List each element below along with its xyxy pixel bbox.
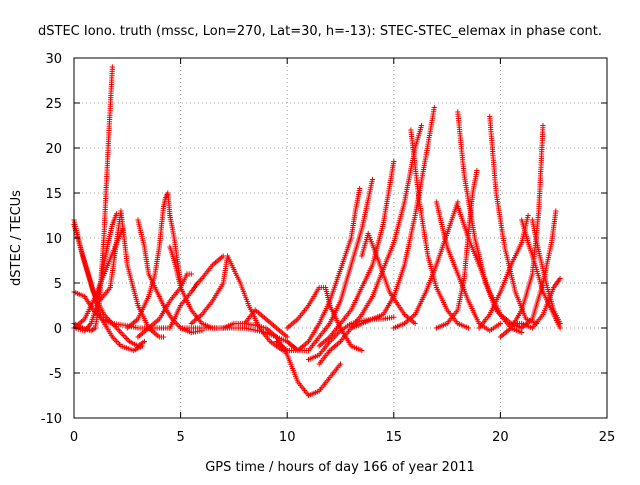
x-tick-label: 5 <box>176 430 184 445</box>
data-point-marker <box>418 122 425 129</box>
data-point-marker <box>337 361 344 367</box>
series-arc <box>316 158 397 349</box>
data-point-marker <box>497 320 503 327</box>
data-point-marker <box>525 212 531 219</box>
series-arc <box>178 325 301 354</box>
series-arc <box>242 307 290 340</box>
x-tick-label: 15 <box>386 430 403 445</box>
y-tick-label: 10 <box>45 232 62 247</box>
y-tick-label: -10 <box>41 412 62 427</box>
x-tick-label: 20 <box>492 430 509 445</box>
data-point-marker <box>369 176 376 183</box>
data-point-marker <box>160 334 167 340</box>
y-axis-label: dSTEC / TECUs <box>9 190 24 286</box>
tick-layer: 0 5 10 15 20 25 -10 -5 0 5 10 15 20 25 30 <box>41 52 616 445</box>
y-tick-label: 20 <box>45 142 62 157</box>
y-tick-label: 30 <box>45 52 62 67</box>
data-point-marker <box>391 314 397 320</box>
data-point-marker <box>359 347 365 354</box>
data-point-marker <box>357 185 363 192</box>
y-tick-label: 5 <box>54 277 62 292</box>
y-tick-label: 0 <box>54 322 62 337</box>
data-point-marker <box>519 329 525 336</box>
x-axis-label: GPS time / hours of day 166 of year 2011 <box>205 460 475 475</box>
data-point-marker <box>114 211 120 217</box>
series-arc <box>391 199 461 331</box>
series-arc <box>284 176 376 354</box>
series-arc <box>529 217 563 327</box>
series-arc <box>167 253 226 331</box>
chart-title: dSTEC Iono. truth (mssc, Lon=270, Lat=30… <box>38 24 602 39</box>
series-arc <box>408 127 471 331</box>
data-point-marker <box>284 334 290 340</box>
data-point-marker <box>139 343 145 349</box>
series-arc <box>220 320 344 399</box>
data-point-marker <box>431 104 437 111</box>
data-point-marker <box>474 167 480 174</box>
x-tick-label: 0 <box>70 430 78 445</box>
data-point-marker <box>465 325 471 331</box>
series-arc <box>433 199 503 334</box>
series-arc <box>497 122 546 340</box>
data-point-marker <box>412 320 418 327</box>
data-layer <box>71 64 563 399</box>
y-tick-label: 15 <box>45 187 62 202</box>
series-arc <box>305 314 397 363</box>
data-point-marker <box>141 338 147 345</box>
data-point-marker <box>455 199 461 205</box>
data-point-marker <box>188 271 194 277</box>
data-point-marker <box>109 64 115 70</box>
data-point-marker <box>391 158 397 165</box>
data-point-marker <box>557 325 563 331</box>
y-tick-label: -5 <box>49 367 62 382</box>
data-point-marker <box>557 275 563 282</box>
data-point-marker <box>557 320 563 327</box>
series-arc <box>71 211 120 334</box>
x-tick-label: 10 <box>279 430 296 445</box>
series-arc <box>348 104 437 331</box>
series-arc <box>135 217 205 336</box>
data-point-marker <box>540 122 546 129</box>
x-tick-label: 25 <box>599 430 616 445</box>
data-point-marker <box>553 208 559 214</box>
series-arc <box>284 284 365 354</box>
series-arc <box>224 253 295 354</box>
y-tick-label: 25 <box>45 97 62 112</box>
